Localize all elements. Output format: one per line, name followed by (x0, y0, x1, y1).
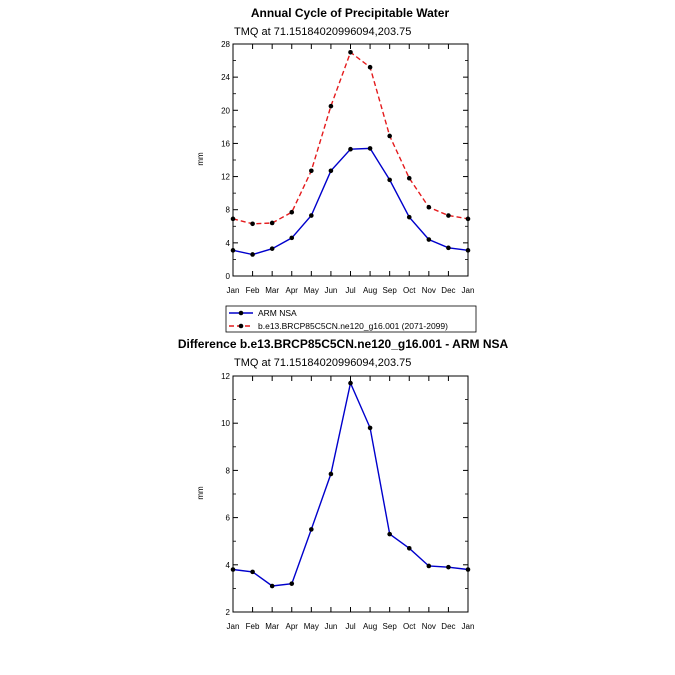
chart2-series-0-point-3 (289, 581, 295, 586)
chart1-xtick-label-5: Jun (324, 286, 337, 295)
chart2-series-0-point-12 (465, 567, 471, 572)
chart1-series-1-point-11 (446, 213, 451, 218)
chart1-series-0-point-8 (387, 177, 392, 183)
chart1-xtick-label-10: Nov (422, 286, 436, 295)
chart2-xtick-label-0: Jan (227, 622, 240, 631)
chart2-xtick-label-8: Sep (383, 622, 398, 631)
chart1-xtick-label-3: Apr (286, 286, 299, 295)
chart1-ytick-label-3: 12 (221, 173, 230, 182)
chart1-series-0-point-6 (348, 146, 353, 152)
chart1-xtick-label-9: Oct (403, 286, 416, 295)
chart2-series-0-point-4 (309, 527, 314, 532)
chart2-ytick-label-2: 6 (226, 514, 231, 523)
chart2-series-0-point-9 (406, 545, 412, 551)
chart2-subtitle: TMQ at 71.15184020996094,203.75 (234, 357, 411, 369)
chart2-series-0-point-8 (387, 531, 392, 537)
chart1-series-1-point-7 (367, 64, 373, 70)
chart2-series-0-point-6 (348, 380, 353, 386)
chart2-ytick-label-4: 10 (221, 419, 230, 428)
legend-marker-model (238, 323, 244, 329)
legend-label-model: b.e13.BRCP85C5CN.ne120_g16.001 (2071-209… (258, 321, 448, 331)
chart2-series-0-point-2 (269, 583, 275, 589)
chart1-series-0-point-4 (309, 213, 314, 218)
chart1-series-1-point-8 (387, 133, 392, 139)
chart1-series-1-point-5 (328, 103, 334, 109)
chart1-xtick-label-0: Jan (227, 286, 240, 295)
chart1-xtick-label-11: Dec (441, 286, 455, 295)
chart2-series-0-line (232, 380, 469, 587)
chart1-xtick-label-7: Aug (363, 286, 377, 295)
chart2-ytick-label-3: 8 (226, 466, 231, 475)
chart2-ytick-label-0: 2 (226, 608, 231, 617)
legend-label-arm-nsa: ARM NSA (258, 308, 297, 318)
chart2-xtick-label-12: Jan (462, 622, 475, 631)
chart1-series-0-point-0 (230, 248, 236, 253)
chart1-series-1-point-1 (250, 221, 255, 227)
chart1-series-0-point-3 (289, 235, 295, 241)
chart1-ytick-label-4: 16 (221, 139, 230, 148)
chart1-series-0-point-5 (328, 168, 334, 174)
chart2-xtick-label-6: Jul (345, 622, 355, 631)
chart1-xtick-label-12: Jan (462, 286, 475, 295)
chart2-series-0-point-11 (446, 564, 451, 570)
chart2-xtick-label-1: Feb (246, 622, 260, 631)
chart1-ytick-label-0: 0 (226, 272, 231, 281)
chart2-xtick-label-11: Dec (441, 622, 455, 631)
chart1-xtick-label-4: May (304, 286, 319, 295)
chart1-series-1-point-0 (230, 216, 236, 222)
chart1-series-1-point-10 (426, 204, 432, 210)
chart1-xtick-label-2: Mar (265, 286, 279, 295)
chart2-title: Difference b.e13.BRCP85C5CN.ne120_g16.00… (178, 337, 509, 351)
chart1-series-1-point-2 (269, 220, 275, 226)
chart1-series-1-line (232, 51, 469, 225)
chart1-ytick-label-1: 4 (226, 239, 231, 248)
chart2-ytick-label-1: 4 (226, 561, 231, 570)
chart1-xtick-label-1: Feb (246, 286, 260, 295)
chart2-xtick-label-5: Jun (324, 622, 337, 631)
chart2-xtick-label-2: Mar (265, 622, 279, 631)
chart1-series-0-point-1 (250, 252, 255, 257)
chart2-xtick-label-9: Oct (403, 622, 416, 631)
chart2-frame (232, 375, 469, 613)
legend-marker-arm-nsa (238, 310, 244, 316)
chart1-ytick-label-5: 20 (221, 106, 230, 115)
chart1-ylabel: mm (196, 152, 205, 166)
chart1-xtick-label-8: Sep (383, 286, 398, 295)
chart2-series-0-point-1 (250, 569, 255, 575)
chart1-ytick-label-6: 24 (221, 73, 230, 82)
chart1-series-1-point-9 (406, 175, 412, 181)
chart1-ytick-label-7: 28 (221, 40, 230, 49)
chart2-xtick-label-10: Nov (422, 622, 436, 631)
chart2-xtick-label-4: May (304, 622, 319, 631)
chart1-series-1-point-12 (465, 216, 471, 222)
chart2-series-0-point-10 (426, 563, 432, 569)
chart1-series-0-point-9 (406, 214, 412, 220)
chart2-series-0-point-0 (230, 567, 236, 572)
chart1-ytick-label-2: 8 (226, 206, 231, 215)
chart1-series-1-point-4 (309, 168, 314, 174)
chart2-ylabel: mm (196, 486, 205, 500)
chart1-series-1-point-3 (289, 209, 295, 215)
chart1-series-0-point-2 (269, 246, 275, 251)
chart1-title: Annual Cycle of Precipitable Water (251, 6, 450, 20)
chart1-series-0-point-12 (465, 248, 471, 253)
chart2-xtick-label-7: Aug (363, 622, 377, 631)
chart1-series-0-line (232, 147, 469, 256)
chart1-xtick-label-6: Jul (345, 286, 355, 295)
chart2-xtick-label-3: Apr (286, 622, 299, 631)
chart2-ytick-label-5: 12 (221, 372, 230, 381)
chart1-series-0-point-11 (446, 245, 451, 251)
chart1-series-0-point-10 (426, 237, 432, 242)
chart2-series-0-point-7 (367, 425, 373, 431)
chart1-series-0-point-7 (367, 146, 373, 151)
chart1-subtitle: TMQ at 71.15184020996094,203.75 (234, 26, 411, 38)
chart1-legend: ARM NSA b.e13.BRCP85C5CN.ne120_g16.001 (… (225, 305, 477, 333)
chart1-series-1-point-6 (348, 49, 353, 55)
chart2-series-0-point-5 (328, 471, 334, 477)
